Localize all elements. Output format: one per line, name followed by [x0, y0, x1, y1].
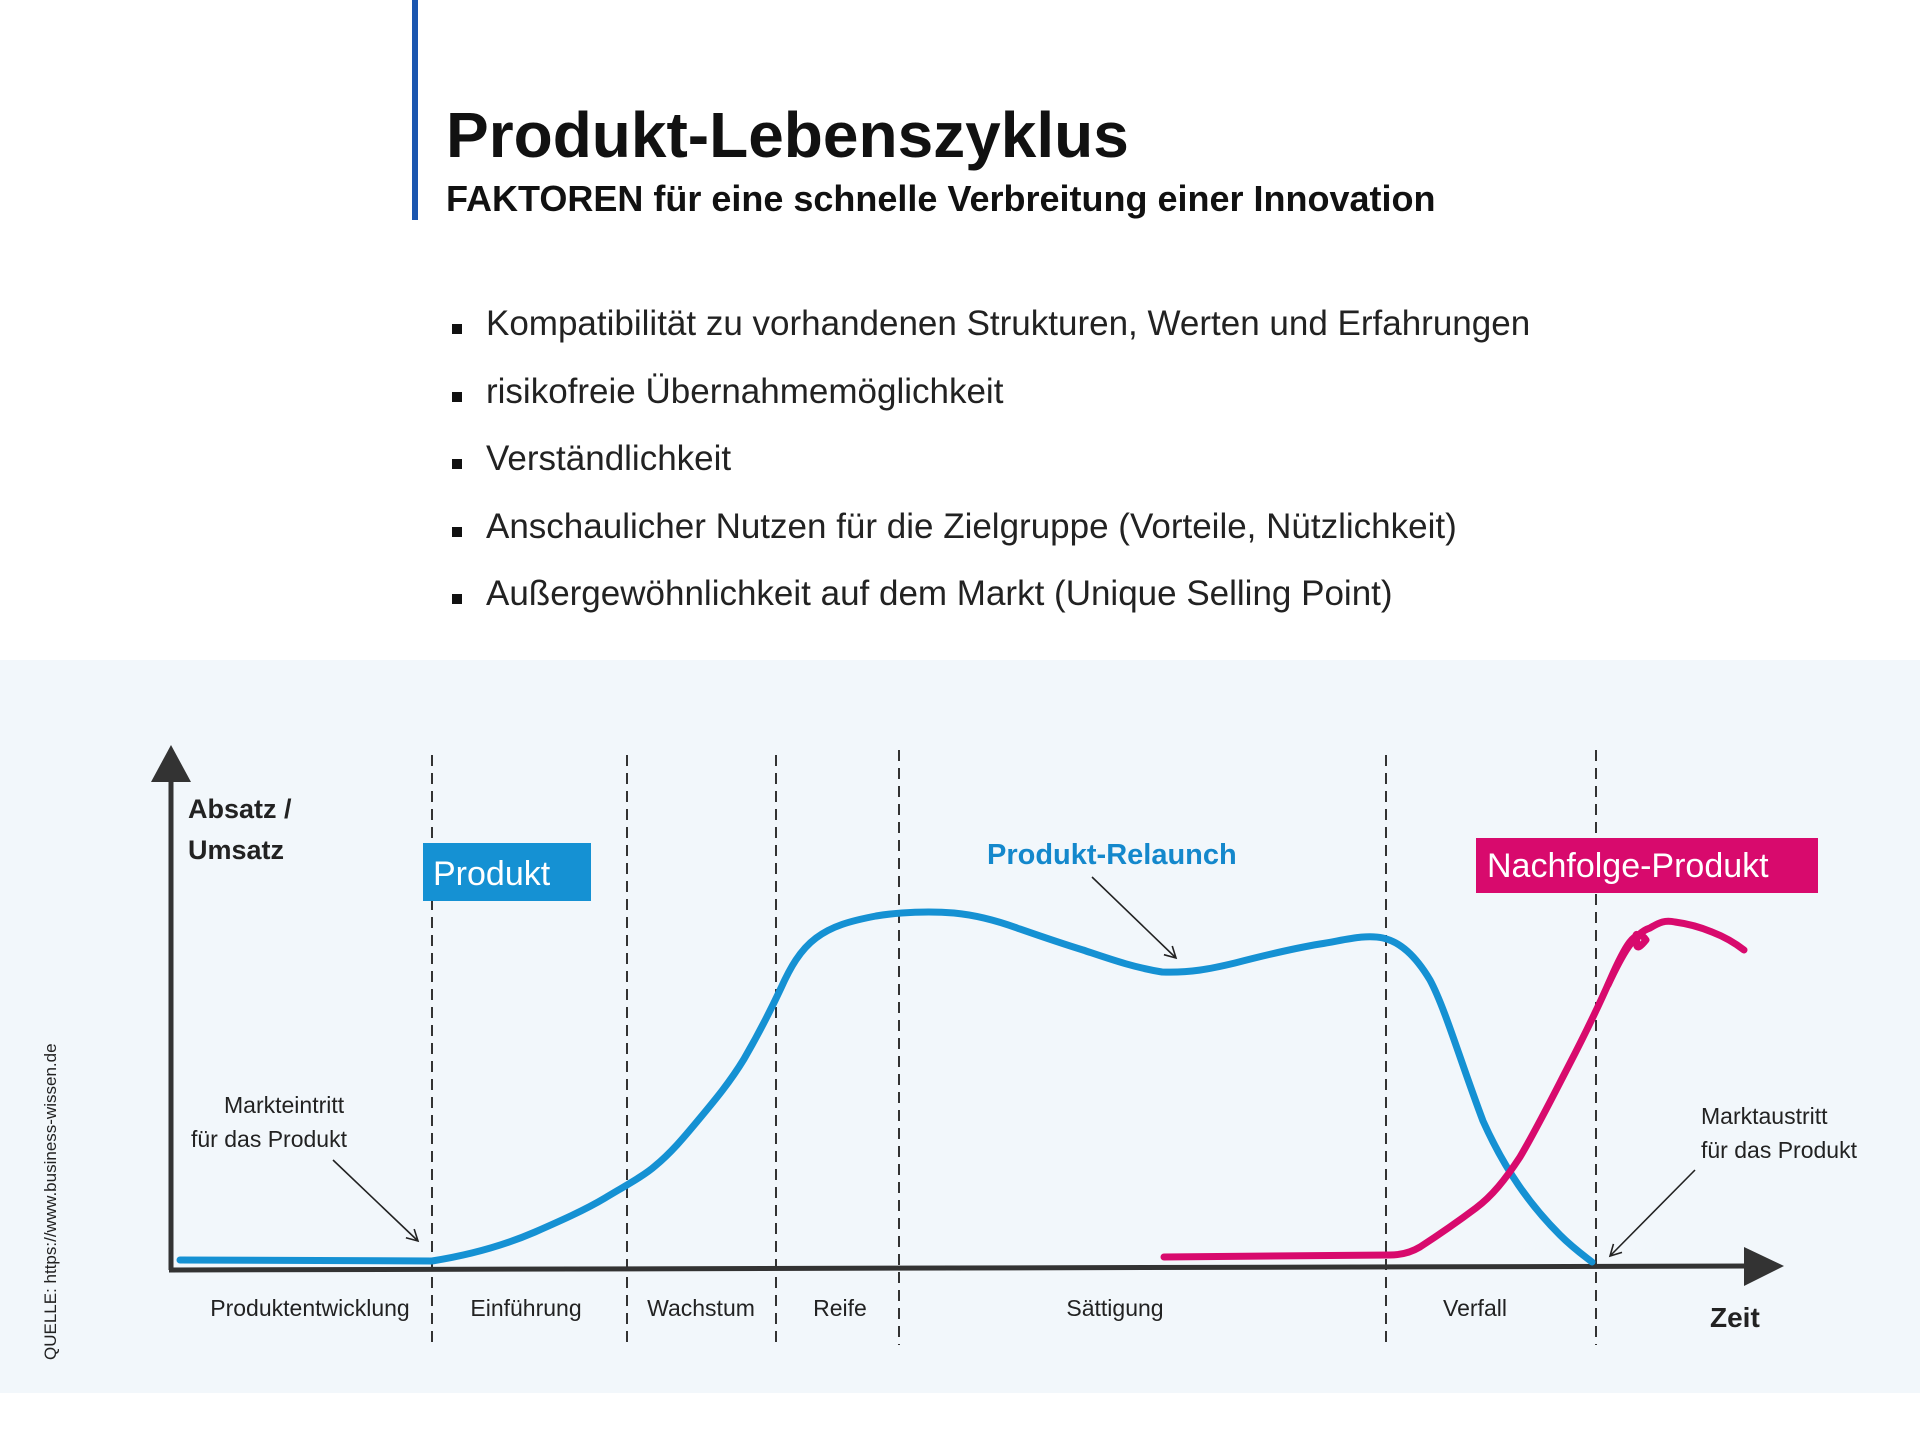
factor-text: Außergewöhnlichkeit auf dem Markt (Uniqu…	[486, 574, 1393, 613]
market-exit-annotation-line1: Marktaustritt	[1701, 1103, 1828, 1129]
square-bullet-icon	[452, 594, 462, 604]
market-entry-annotation-line1: Markteintritt	[224, 1092, 345, 1118]
y-axis-label-line2: Umsatz	[188, 835, 284, 865]
phase-label-reife: Reife	[813, 1295, 867, 1321]
successor-curve-peak	[1604, 917, 1748, 989]
market-exit-annotation-line2: für das Produkt	[1701, 1137, 1858, 1163]
square-bullet-icon	[452, 324, 462, 334]
phase-label-verfall: Verfall	[1443, 1295, 1507, 1321]
x-axis-label: Zeit	[1710, 1302, 1760, 1333]
phase-label-saettigung: Sättigung	[1066, 1295, 1163, 1321]
product-curve	[176, 908, 1596, 1266]
phase-label-einfuehrung: Einführung	[470, 1295, 581, 1321]
factor-text: risikofreie Übernahmemöglichkeit	[486, 371, 1004, 411]
market-entry-arrow	[332, 1159, 420, 1243]
phase-label-produktentwicklung: Produktentwicklung	[210, 1295, 409, 1321]
page-title: Produkt-Lebenszyklus	[446, 99, 1129, 171]
phase-label-wachstum: Wachstum	[647, 1295, 755, 1321]
factor-item: Kompatibilität zu vorhandenen Strukturen…	[452, 304, 1530, 372]
product-label-box	[423, 843, 591, 901]
relaunch-arrow	[1091, 876, 1178, 960]
y-axis-arrow-icon	[151, 745, 191, 782]
title-accent-bar	[412, 0, 418, 220]
square-bullet-icon	[452, 391, 462, 402]
factor-text: Verständlichkeit	[486, 439, 732, 478]
square-bullet-icon	[452, 459, 462, 469]
market-exit-arrow	[1608, 1169, 1696, 1258]
product-label: Produkt	[433, 855, 551, 893]
square-bullet-icon	[452, 526, 462, 537]
factor-text: Kompatibilität zu vorhandenen Strukturen…	[486, 304, 1531, 343]
source-note: QUELLE: https://www.business-wissen.de	[41, 1043, 60, 1360]
x-axis-line	[168, 1263, 1753, 1273]
successor-curve	[1160, 931, 1650, 1261]
relaunch-label: Produkt-Relaunch	[987, 839, 1237, 871]
y-axis-label-line1: Absatz /	[188, 794, 292, 824]
x-axis-arrow-icon	[1744, 1247, 1784, 1286]
factor-item: Anschaulicher Nutzen für die Zielgruppe …	[452, 507, 1530, 575]
factor-item: Verständlichkeit	[452, 439, 1530, 507]
factor-item: Außergewöhnlichkeit auf dem Markt (Uniqu…	[452, 574, 1530, 642]
factor-list: Kompatibilität zu vorhandenen Strukturen…	[452, 304, 1530, 642]
page-subtitle: FAKTOREN für eine schnelle Verbreitung e…	[446, 178, 1436, 219]
axes	[151, 745, 1784, 1286]
factor-item: risikofreie Übernahmemöglichkeit	[452, 372, 1530, 440]
phase-labels: Produktentwicklung Einführung Wachstum R…	[210, 1295, 1507, 1321]
successor-label: Nachfolge-Produkt	[1487, 847, 1769, 885]
market-entry-annotation-line2: für das Produkt	[191, 1126, 348, 1152]
successor-label-box	[1476, 838, 1818, 893]
factor-text: Anschaulicher Nutzen für die Zielgruppe …	[486, 506, 1457, 546]
